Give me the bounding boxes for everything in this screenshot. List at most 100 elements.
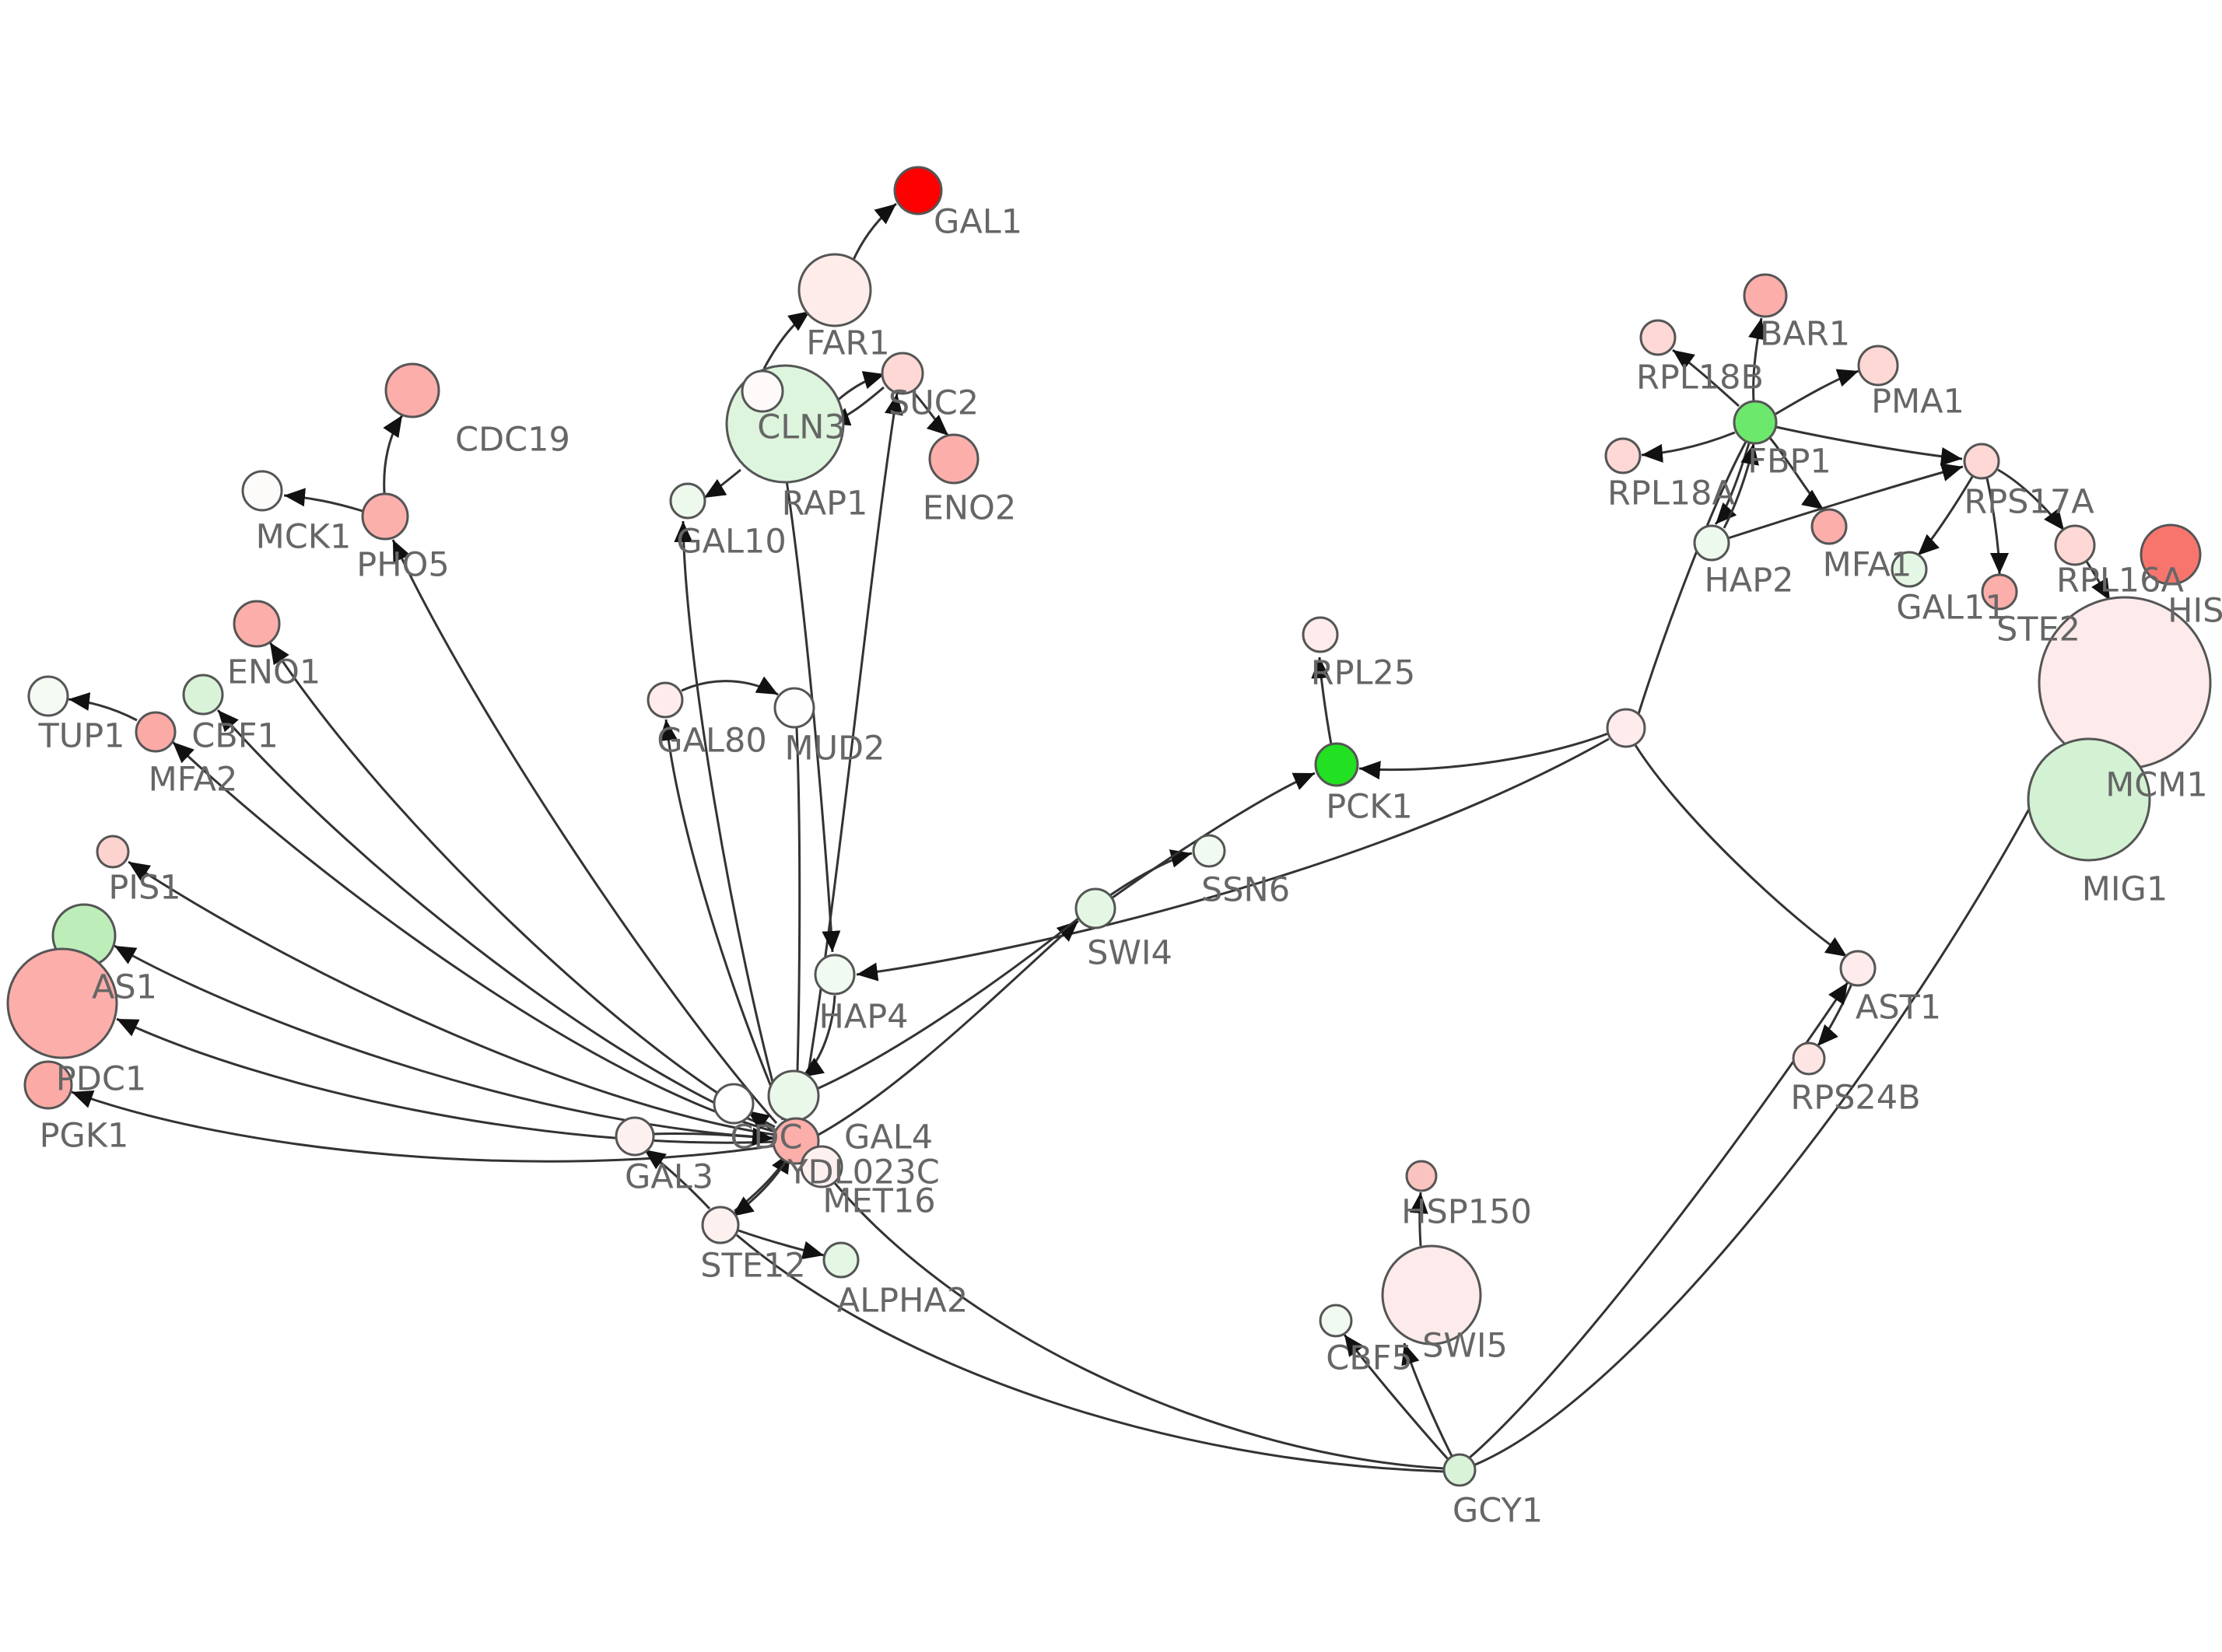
node-label-cdc19: CDC19	[455, 421, 570, 460]
edge-met16-to-swi4	[816, 916, 1080, 1090]
node-suc2[interactable]	[881, 352, 924, 395]
node-label-mfa1: MFA1	[1823, 546, 1912, 585]
edge-fbp1-to-pma1	[1774, 369, 1859, 416]
node-cbf5[interactable]	[1319, 1304, 1353, 1338]
node-fbp1[interactable]	[1733, 400, 1778, 445]
node-ssn6[interactable]	[1192, 834, 1226, 868]
node-far1[interactable]	[797, 253, 872, 327]
node-pgk1[interactable]	[23, 1060, 73, 1110]
node-rap1[interactable]	[741, 369, 784, 413]
node-hub1[interactable]	[1606, 708, 1646, 748]
node-alpha2[interactable]	[822, 1241, 860, 1279]
edge-cln3-to-suc2	[836, 371, 885, 403]
edge-rps17a-to-gal11	[1916, 476, 1974, 557]
node-pdc1[interactable]	[6, 947, 118, 1059]
edge-swi5-to-hsp150	[1409, 1192, 1428, 1247]
node-rps17a[interactable]	[1963, 443, 2000, 480]
node-pma1[interactable]	[1857, 345, 1899, 387]
node-hsp150[interactable]	[1405, 1160, 1438, 1192]
node-eno2[interactable]	[928, 433, 980, 485]
node-tup1[interactable]	[27, 675, 69, 717]
node-label-pma1: PMA1	[1871, 383, 1964, 422]
node-label-mud2: MUD2	[784, 730, 885, 768]
node-hap4[interactable]	[814, 954, 856, 996]
node-label-alpha2: ALPHA2	[837, 1282, 968, 1321]
edge-hub1-to-hap4	[856, 737, 1610, 982]
node-label-hap4: HAP4	[818, 998, 908, 1037]
node-label-ste12: STE12	[700, 1247, 805, 1286]
node-pis1[interactable]	[96, 835, 130, 869]
node-rps24b[interactable]	[1792, 1041, 1826, 1076]
node-label-ast1: AST1	[1856, 989, 1941, 1027]
node-bar1[interactable]	[1743, 273, 1788, 318]
edge-suc2-to-eno2	[912, 391, 950, 437]
edge-gal4-to-swi4	[816, 919, 1079, 1137]
edge-pck1-to-rpl25	[1311, 656, 1333, 745]
node-label-cbf1: CBF1	[191, 717, 279, 756]
edge-hub1-to-pck1	[1358, 732, 1609, 780]
node-gal3[interactable]	[615, 1116, 655, 1157]
node-rpl18b[interactable]	[1639, 319, 1677, 356]
node-cbf1[interactable]	[182, 674, 224, 716]
node-label-gal4: GAL4	[844, 1118, 933, 1157]
node-mig1[interactable]	[2027, 737, 2151, 862]
edge-gal4-to-gcy1	[811, 1153, 1445, 1470]
node-pho5[interactable]	[361, 492, 409, 541]
node-label-ssn6: SSN6	[1201, 871, 1290, 910]
node-his4[interactable]	[2140, 523, 2202, 586]
edge-swi4-to-ssn6	[1109, 849, 1193, 897]
node-mck1[interactable]	[241, 470, 283, 512]
edge-gal4-to-gal80	[658, 719, 787, 1121]
node-label-tup1: TUP1	[37, 717, 124, 756]
node-label-gal80: GAL80	[657, 722, 766, 761]
node-gal80[interactable]	[647, 681, 684, 719]
node-rpl18a[interactable]	[1604, 437, 1642, 474]
node-gal1[interactable]	[893, 166, 943, 215]
edge-gal4-to-suc2	[799, 393, 903, 1119]
node-label-hap2: HAP2	[1704, 562, 1793, 600]
node-ydl023c[interactable]	[800, 1145, 843, 1188]
edge-gal4-to-gal10	[674, 520, 784, 1121]
edge-ste12-to-gcy1b	[736, 1234, 1445, 1473]
node-label-hsp150: HSP150	[1401, 1193, 1532, 1232]
node-label-pdc1: PDC1	[56, 1060, 146, 1099]
node-mud2[interactable]	[773, 687, 815, 729]
edge-gal4-to-pdc1	[116, 1017, 776, 1144]
node-label-ydl023c: YDL023C	[787, 1153, 939, 1192]
node-eno1[interactable]	[233, 600, 281, 648]
edge-gal4-to-pis1	[128, 860, 776, 1136]
label-layer: GAL1 FAR1 CLN3 RAP1 SUC2 ENO2 GAL10 CDC19 MCK1PH…	[37, 203, 2222, 1531]
node-met16[interactable]	[767, 1069, 820, 1122]
edge-gcy1-to-mcm1	[1473, 746, 2063, 1467]
node-label-bar1: BAR1	[1760, 315, 1850, 354]
edge-pho5-to-mck1	[283, 488, 363, 513]
edge-gcy1-to-swi5	[1401, 1342, 1453, 1457]
node-label-mfa2: MFA2	[149, 761, 238, 800]
node-mfa1[interactable]	[1810, 508, 1848, 545]
node-rpl16a[interactable]	[2054, 524, 2096, 566]
edge-fbp1-to-rpl18b	[1672, 348, 1740, 408]
node-label-gcy1: GCY1	[1453, 1492, 1543, 1531]
node-gal10[interactable]	[669, 482, 706, 520]
node-swi4[interactable]	[1074, 887, 1116, 929]
node-label-gal10: GAL10	[676, 523, 786, 562]
edge-rps17a-to-ste2	[1985, 478, 2009, 575]
edge-mud2-to-gal4	[787, 727, 807, 1118]
node-rpl25[interactable]	[1302, 616, 1339, 653]
node-mfa2[interactable]	[135, 711, 177, 753]
node-ste12[interactable]	[701, 1206, 740, 1244]
node-ast1[interactable]	[1839, 950, 1877, 987]
node-ste2[interactable]	[1981, 573, 2018, 611]
edge-layer	[68, 202, 2112, 1473]
node-swi5[interactable]	[1381, 1244, 1482, 1346]
node-cdc19[interactable]	[384, 362, 440, 418]
edge-gal4-to-pho5	[391, 539, 778, 1125]
node-cdc[interactable]	[713, 1083, 755, 1125]
node-label-pis1: PIS1	[108, 869, 180, 908]
node-gal11[interactable]	[1891, 551, 1928, 588]
node-label-as1: AS1	[92, 968, 157, 1007]
node-pck1[interactable]	[1314, 742, 1359, 787]
node-hap2[interactable]	[1693, 524, 1730, 562]
node-gcy1[interactable]	[1442, 1453, 1477, 1487]
